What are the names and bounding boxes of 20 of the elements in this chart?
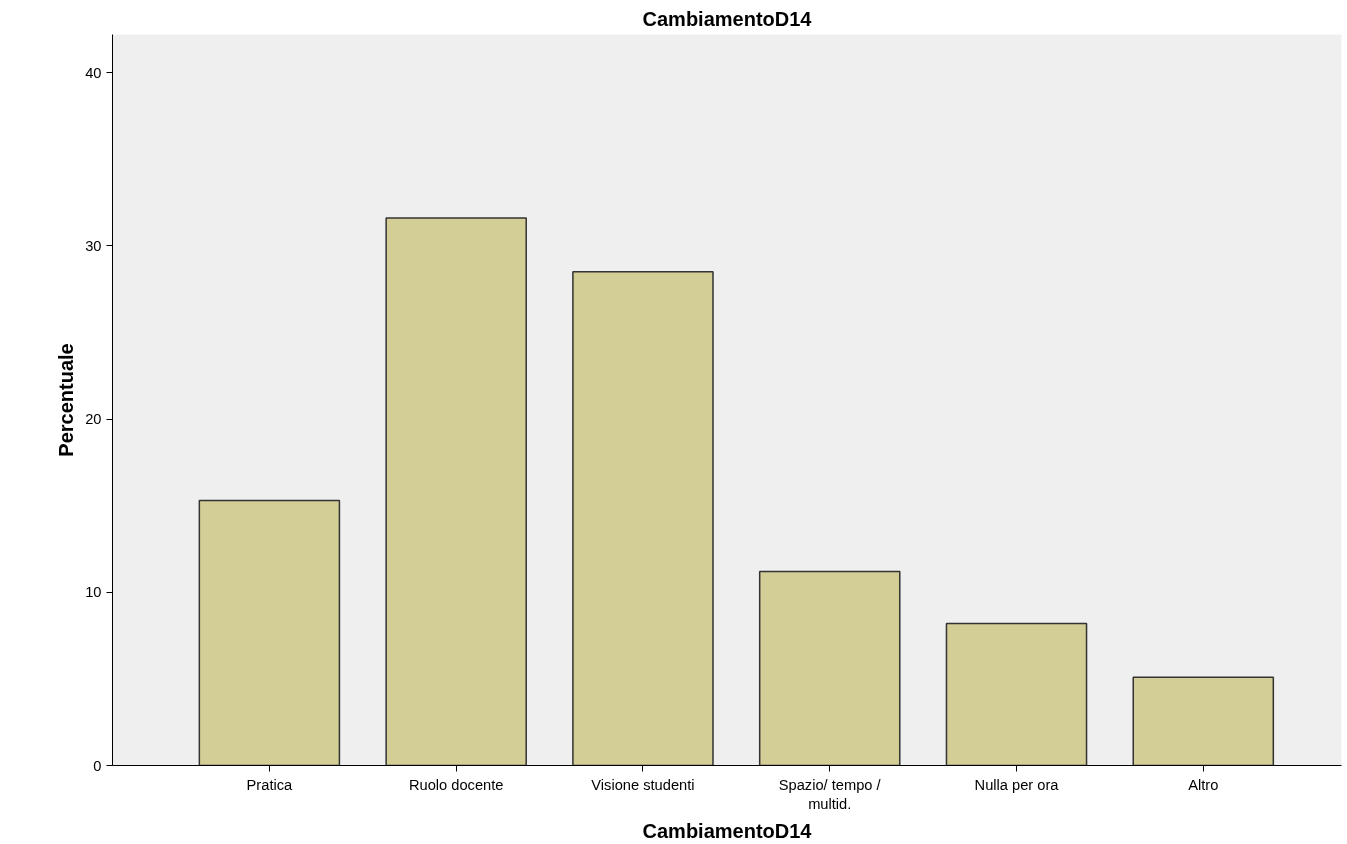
- chart-title: CambiamentoD14: [642, 7, 813, 30]
- x-tick-label: Altro: [1188, 776, 1219, 793]
- x-tick-label: Spazio/ tempo / multid.: [778, 776, 882, 812]
- x-tick-label: Nulla per ora: [974, 776, 1060, 793]
- y-tick-label: 40: [85, 64, 102, 81]
- x-tick-label: Pratica: [246, 776, 294, 793]
- y-axis-title: Percentuale: [55, 343, 78, 457]
- bar: [198, 499, 341, 766]
- y-tick-label: 10: [85, 584, 102, 601]
- bar: [385, 217, 527, 766]
- y-tick-label: 0: [93, 757, 102, 774]
- y-tick-label: 20: [85, 411, 102, 428]
- bar: [758, 570, 901, 766]
- x-axis-title: CambiamentoD14: [642, 819, 813, 842]
- y-tick-label: 30: [85, 237, 102, 254]
- bar: [945, 622, 1088, 766]
- x-tick-label: Visione studenti: [591, 776, 695, 793]
- bar: [572, 271, 714, 766]
- bar: [1132, 676, 1275, 766]
- x-tick-label: Ruolo docente: [408, 776, 504, 793]
